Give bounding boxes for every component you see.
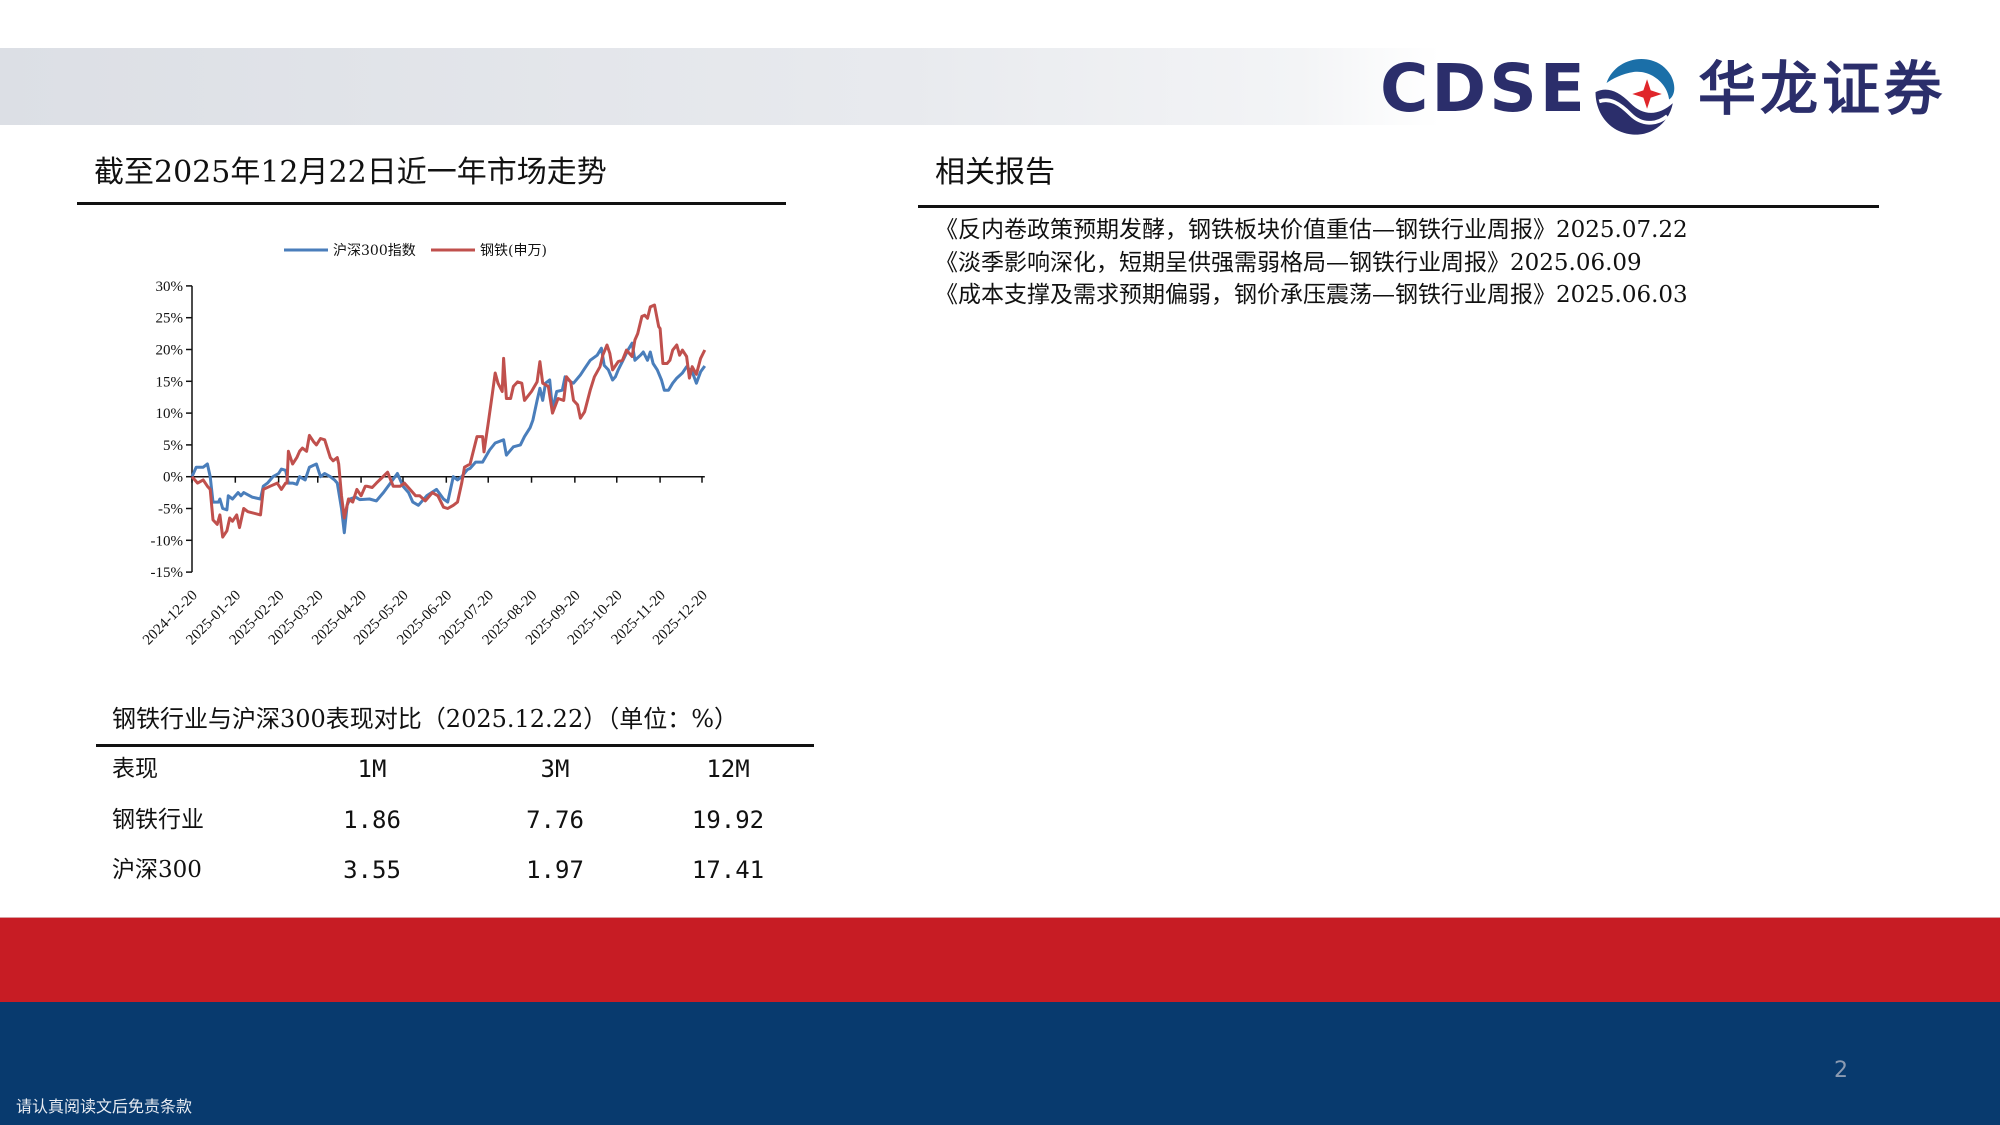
chart-x-axis: 2024-12-202025-01-202025-02-202025-03-20… bbox=[140, 475, 711, 648]
disclaimer-link[interactable]: 请认真阅读文后免责条款 bbox=[16, 1097, 193, 1116]
chart-legend: 沪深300指数 钢铁(申万) bbox=[284, 243, 547, 259]
footer-blue-band bbox=[0, 1002, 2000, 1125]
performance-table-title: 钢铁行业与沪深300表现对比（2025.12.22）（单位：%） bbox=[112, 705, 739, 733]
table-header-3m: 3M bbox=[540, 755, 570, 783]
market-section-divider bbox=[77, 202, 786, 205]
page-number: 2 bbox=[1834, 1058, 1848, 1083]
y-tick-label: -15% bbox=[151, 565, 184, 581]
logo-text-cn: 华龙证券 bbox=[1698, 55, 1947, 123]
legend-label-1: 钢铁(申万) bbox=[480, 243, 547, 259]
table-cell-steel-12m: 19.92 bbox=[691, 806, 765, 834]
reports-section-title: 相关报告 bbox=[935, 155, 1055, 190]
footer-red-band bbox=[0, 917, 2000, 1003]
table-cell-hs300-1m: 3.55 bbox=[343, 856, 401, 884]
series-line-1 bbox=[190, 303, 707, 539]
y-tick-label: -10% bbox=[151, 533, 184, 549]
y-tick-label: 15% bbox=[156, 374, 184, 390]
report-link-3[interactable]: 《成本支撑及需求预期偏弱，钢价承压震荡—钢铁行业周报》2025.06.03 bbox=[935, 282, 1688, 308]
table-header-label: 表现 bbox=[112, 756, 158, 782]
chart-y-axis: 30% 25% 20% 15% 10% 5% 0% -5% -10% -15% bbox=[151, 279, 193, 581]
chart-series bbox=[190, 303, 707, 539]
table-row-hs300-label: 沪深300 bbox=[112, 857, 202, 883]
market-trend-chart: 沪深300指数 钢铁(申万) 30% 25% 20% 15% 10% 5% 0% -5% -10%… bbox=[140, 243, 711, 648]
table-cell-steel-1m: 1.86 bbox=[343, 806, 401, 834]
table-cell-hs300-12m: 17.41 bbox=[691, 856, 765, 884]
table-cell-steel-3m: 7.76 bbox=[526, 806, 584, 834]
reports-section-divider bbox=[918, 205, 1879, 208]
market-section-title: 截至2025年12月22日近一年市场走势 bbox=[94, 155, 607, 190]
y-tick-label: 25% bbox=[156, 311, 184, 327]
table-header-12m: 12M bbox=[706, 755, 750, 783]
y-tick-label: -5% bbox=[158, 502, 183, 518]
y-tick-label: 0% bbox=[163, 470, 183, 486]
y-tick-label: 20% bbox=[156, 343, 184, 359]
table-cell-hs300-3m: 1.97 bbox=[526, 856, 584, 884]
table-header-1m: 1M bbox=[357, 755, 387, 783]
performance-table-divider bbox=[96, 744, 814, 747]
y-tick-label: 30% bbox=[156, 279, 184, 295]
legend-label-0: 沪深300指数 bbox=[333, 243, 416, 259]
series-line-0 bbox=[190, 341, 707, 535]
logo-emblem-icon bbox=[1595, 58, 1675, 135]
y-tick-label: 10% bbox=[156, 406, 184, 422]
report-link-1[interactable]: 《反内卷政策预期发酵，钢铁板块价值重估—钢铁行业周报》2025.07.22 bbox=[935, 217, 1688, 243]
report-link-2[interactable]: 《淡季影响深化，短期呈供强需弱格局—钢铁行业周报》2025.06.09 bbox=[935, 250, 1642, 276]
logo-text-en: CDSE bbox=[1380, 50, 1588, 127]
company-logo: CDSE 华龙证券 bbox=[1380, 44, 1950, 139]
table-row-steel-label: 钢铁行业 bbox=[112, 807, 204, 833]
y-tick-label: 5% bbox=[163, 438, 183, 454]
